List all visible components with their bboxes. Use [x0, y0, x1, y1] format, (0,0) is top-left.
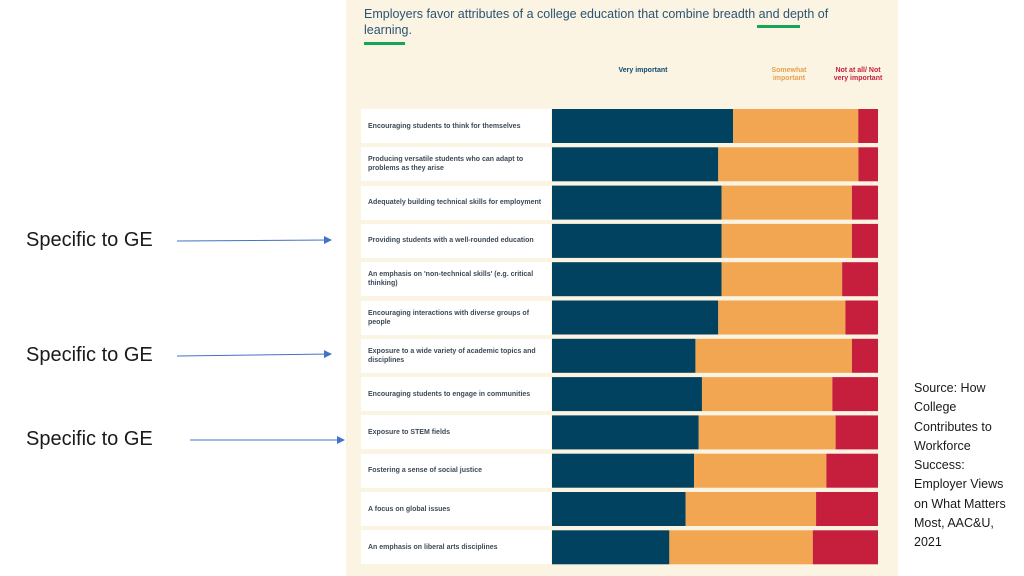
bar-very-important [552, 223, 722, 258]
bar-not-important [816, 492, 878, 526]
bar-somewhat-important [721, 185, 852, 220]
bar-somewhat-important [685, 492, 817, 526]
legend-somewhat-important: Somewhat important [771, 67, 807, 82]
category-label: Adequately building technical skills for… [361, 185, 551, 220]
bar-very-important [552, 185, 722, 220]
bar-somewhat-important [701, 377, 833, 412]
bar-somewhat-important [721, 262, 843, 297]
bar-somewhat-important [698, 415, 836, 450]
category-label: A focus on global issues [361, 492, 551, 526]
legend-not-important: Not at all/ Not very important [833, 67, 883, 82]
category-label: Exposure to a wide variety of academic t… [361, 338, 551, 373]
category-label: An emphasis on liberal arts disciplines [361, 530, 551, 565]
bar-very-important [552, 415, 699, 450]
bar-not-important [845, 300, 878, 335]
bar-not-important [858, 147, 878, 182]
bar-very-important [552, 453, 695, 488]
title-underline-breadth [757, 25, 800, 28]
bar-not-important [835, 415, 878, 450]
bar-somewhat-important [669, 530, 813, 565]
annotation-label-3: Specific to GE [26, 428, 153, 450]
bar-not-important [812, 530, 878, 565]
arrow-2 [176, 350, 332, 359]
bar-somewhat-important [695, 338, 852, 373]
bar-very-important [552, 262, 722, 297]
bar-somewhat-important [694, 453, 827, 488]
bar-not-important [858, 109, 878, 143]
bar-not-important [851, 223, 878, 258]
bar-very-important [552, 300, 719, 335]
bar-not-important [851, 338, 878, 373]
chart-title: Employers favor attributes of a college … [364, 7, 829, 37]
source-citation: Source: How College Contributes to Workf… [914, 381, 1006, 550]
bar-very-important [552, 109, 734, 143]
legend-very-important: Very important [618, 67, 668, 74]
annotation-label-1: Specific to GE [26, 229, 153, 251]
bar-very-important [552, 147, 719, 182]
bar-not-important [851, 185, 878, 220]
bar-not-important [842, 262, 878, 297]
bar-very-important [552, 338, 696, 373]
category-label: Providing students with a well-rounded e… [361, 223, 551, 258]
category-label: Encouraging students to engage in commun… [361, 377, 551, 412]
category-label: Encouraging students to think for themse… [361, 109, 551, 143]
category-label: An emphasis on 'non-technical skills' (e… [361, 262, 551, 297]
bar-very-important [552, 492, 686, 526]
category-label: Fostering a sense of social justice [361, 453, 551, 488]
arrow-1 [176, 236, 332, 245]
bar-not-important [832, 377, 878, 412]
bar-very-important [552, 377, 702, 412]
title-underline-depth [364, 42, 405, 45]
category-label: Producing versatile students who can ada… [361, 147, 551, 182]
bar-very-important [552, 530, 670, 565]
category-label: Encouraging interactions with diverse gr… [361, 300, 551, 335]
annotation-label-2: Specific to GE [26, 344, 153, 366]
bar-somewhat-important [718, 147, 859, 182]
bar-somewhat-important [733, 109, 859, 143]
bar-not-important [826, 453, 878, 488]
bar-somewhat-important [721, 223, 852, 258]
category-label: Exposure to STEM fields [361, 415, 551, 450]
bar-somewhat-important [718, 300, 846, 335]
